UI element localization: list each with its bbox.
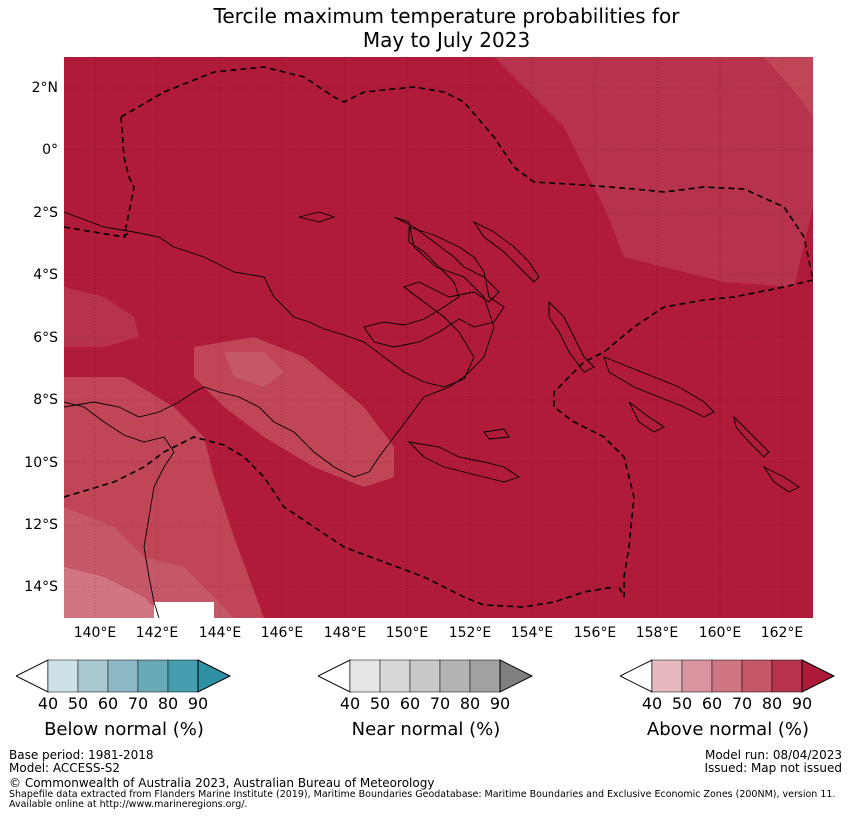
- near-normal-colorbar: [318, 659, 534, 693]
- legend-title-below: Below normal (%): [44, 719, 204, 740]
- lat-label: 14°S: [24, 579, 58, 595]
- legend-tick: 50: [369, 694, 391, 713]
- lon-label: 156°E: [573, 625, 617, 641]
- model-run: Model run: 08/04/2023: [704, 748, 842, 762]
- colorbar-high-extend: [197, 659, 232, 693]
- colorbar-segment: [77, 659, 109, 693]
- lat-label: 2°N: [31, 80, 58, 96]
- shade-region-west: [64, 287, 139, 347]
- gridlines: [64, 57, 813, 618]
- legend-tick: 70: [731, 694, 753, 713]
- colorbar-segment: [349, 659, 381, 693]
- colorbar-segment: [439, 659, 471, 693]
- legend-tick: 90: [187, 694, 209, 713]
- lon-label: 148°E: [323, 625, 367, 641]
- lon-label: 144°E: [198, 625, 242, 641]
- shade-region-northeast-far: [764, 57, 813, 117]
- small-island-2: [483, 428, 510, 440]
- eez-boundary: [64, 66, 813, 608]
- lat-label: 0°: [42, 142, 58, 158]
- solomons-coast-1: [603, 356, 715, 418]
- legend-tick: 40: [641, 694, 663, 713]
- legend-title-near: Near normal (%): [351, 719, 501, 740]
- lon-label: 150°E: [385, 625, 429, 641]
- lon-label: 152°E: [448, 625, 492, 641]
- colorbar-high-extend: [801, 659, 836, 693]
- australia-cape-york: [64, 401, 175, 618]
- above-normal-colorbar: [620, 659, 836, 693]
- map-title: Tercile maximum temperature probabilitie…: [0, 4, 850, 52]
- colorbar-segment: [771, 659, 803, 693]
- legend-tick: 60: [701, 694, 723, 713]
- solomons-coast-2: [628, 401, 665, 433]
- legend-tick: 60: [399, 694, 421, 713]
- colorbar-segment: [137, 659, 169, 693]
- new-guinea-coast: [64, 211, 500, 478]
- legend-tick: 60: [97, 694, 119, 713]
- below-normal-colorbar: [16, 659, 232, 693]
- colorbar-low-extend: [16, 659, 49, 693]
- legend-tick: 40: [339, 694, 361, 713]
- issued-status: Issued: Map not issued: [704, 761, 842, 775]
- copyright: © Commonwealth of Australia 2023, Austra…: [9, 776, 435, 790]
- lon-label: 154°E: [510, 625, 554, 641]
- legend-tick: 80: [157, 694, 179, 713]
- colorbar-segment: [107, 659, 139, 693]
- legend-tick: 80: [459, 694, 481, 713]
- legend-tick: 50: [67, 694, 89, 713]
- shapefile-url: Available online at http://www.marinereg…: [9, 799, 248, 810]
- colorbar-segment: [409, 659, 441, 693]
- colorbar-segment: [469, 659, 501, 693]
- png-islands-southeast: [407, 441, 521, 483]
- colorbar-segment: [651, 659, 683, 693]
- model-name: Model: ACCESS-S2: [9, 761, 121, 775]
- legend-tick: 80: [761, 694, 783, 713]
- lat-label: 10°S: [24, 455, 58, 471]
- colorbar-segment: [711, 659, 743, 693]
- legend-tick: 50: [671, 694, 693, 713]
- colorbar-high-extend: [499, 659, 534, 693]
- colorbar-segment: [47, 659, 79, 693]
- legend-tick: 90: [489, 694, 511, 713]
- lat-label: 4°S: [33, 267, 58, 283]
- lat-label: 12°S: [24, 517, 58, 533]
- lat-label: 2°S: [33, 205, 58, 221]
- title-line-2: May to July 2023: [362, 28, 531, 52]
- title-line-1: Tercile maximum temperature probabilitie…: [213, 4, 680, 28]
- colorbar-low-extend: [620, 659, 653, 693]
- legend-tick: 90: [791, 694, 813, 713]
- base-period: Base period: 1981-2018: [9, 748, 154, 762]
- colorbar-segment: [167, 659, 199, 693]
- lon-label: 158°E: [635, 625, 679, 641]
- legend-tick: 70: [429, 694, 451, 713]
- lon-label: 146°E: [260, 625, 304, 641]
- lon-label: 142°E: [135, 625, 179, 641]
- shapefile-attribution: Shapefile data extracted from Flanders M…: [9, 789, 836, 800]
- probability-map: [64, 57, 813, 618]
- new-ireland-coast: [472, 220, 540, 283]
- shade-region-png-interior-light: [224, 352, 284, 387]
- colorbar-low-extend: [318, 659, 351, 693]
- colorbar-segment: [741, 659, 773, 693]
- colorbar-segment: [379, 659, 411, 693]
- lon-label: 140°E: [73, 625, 117, 641]
- bougainville-coast: [548, 300, 595, 373]
- lon-label: 160°E: [698, 625, 742, 641]
- shade-region-northeast: [494, 57, 813, 287]
- small-island-1: [298, 211, 336, 223]
- legend-tick: 70: [127, 694, 149, 713]
- shade-region-low-prob: [154, 602, 214, 618]
- lat-label: 6°S: [33, 330, 58, 346]
- solomons-coast-4: [762, 465, 800, 493]
- colorbar-segment: [681, 659, 713, 693]
- coastlines: [64, 211, 800, 618]
- legend-tick: 40: [37, 694, 59, 713]
- solomons-coast-3: [733, 415, 770, 458]
- legend-title-above: Above normal (%): [646, 719, 810, 740]
- new-britain-coast: [363, 226, 505, 348]
- lat-label: 8°S: [33, 392, 58, 408]
- shade-region-southwest-3: [64, 567, 164, 618]
- lon-label: 162°E: [760, 625, 804, 641]
